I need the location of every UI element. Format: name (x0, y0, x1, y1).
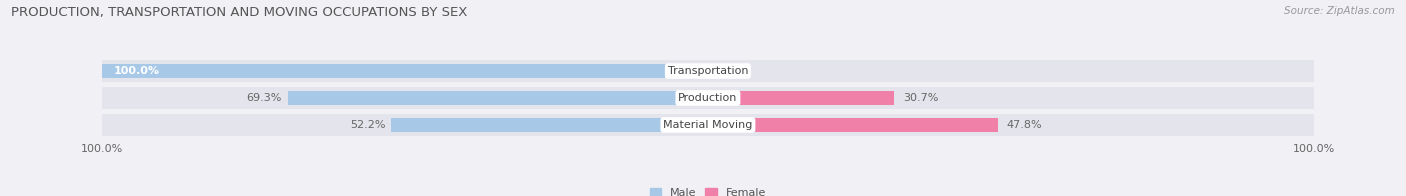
Text: 69.3%: 69.3% (246, 93, 281, 103)
Bar (391, 118, 707, 132)
Bar (101, 64, 707, 78)
Bar (101, 87, 1315, 109)
Bar (288, 91, 707, 105)
Text: Material Moving: Material Moving (664, 120, 752, 130)
Text: Production: Production (678, 93, 738, 103)
Legend: Male, Female: Male, Female (650, 188, 766, 196)
Text: 100.0%: 100.0% (114, 66, 160, 76)
Bar (707, 91, 894, 105)
Text: PRODUCTION, TRANSPORTATION AND MOVING OCCUPATIONS BY SEX: PRODUCTION, TRANSPORTATION AND MOVING OC… (11, 6, 468, 19)
Text: 30.7%: 30.7% (903, 93, 939, 103)
Text: Transportation: Transportation (668, 66, 748, 76)
Bar (101, 114, 1315, 136)
Text: 0.0%: 0.0% (714, 66, 742, 76)
Bar (101, 60, 1315, 82)
Text: 52.2%: 52.2% (350, 120, 385, 130)
Text: Source: ZipAtlas.com: Source: ZipAtlas.com (1284, 6, 1395, 16)
Text: 47.8%: 47.8% (1007, 120, 1042, 130)
Bar (707, 118, 998, 132)
